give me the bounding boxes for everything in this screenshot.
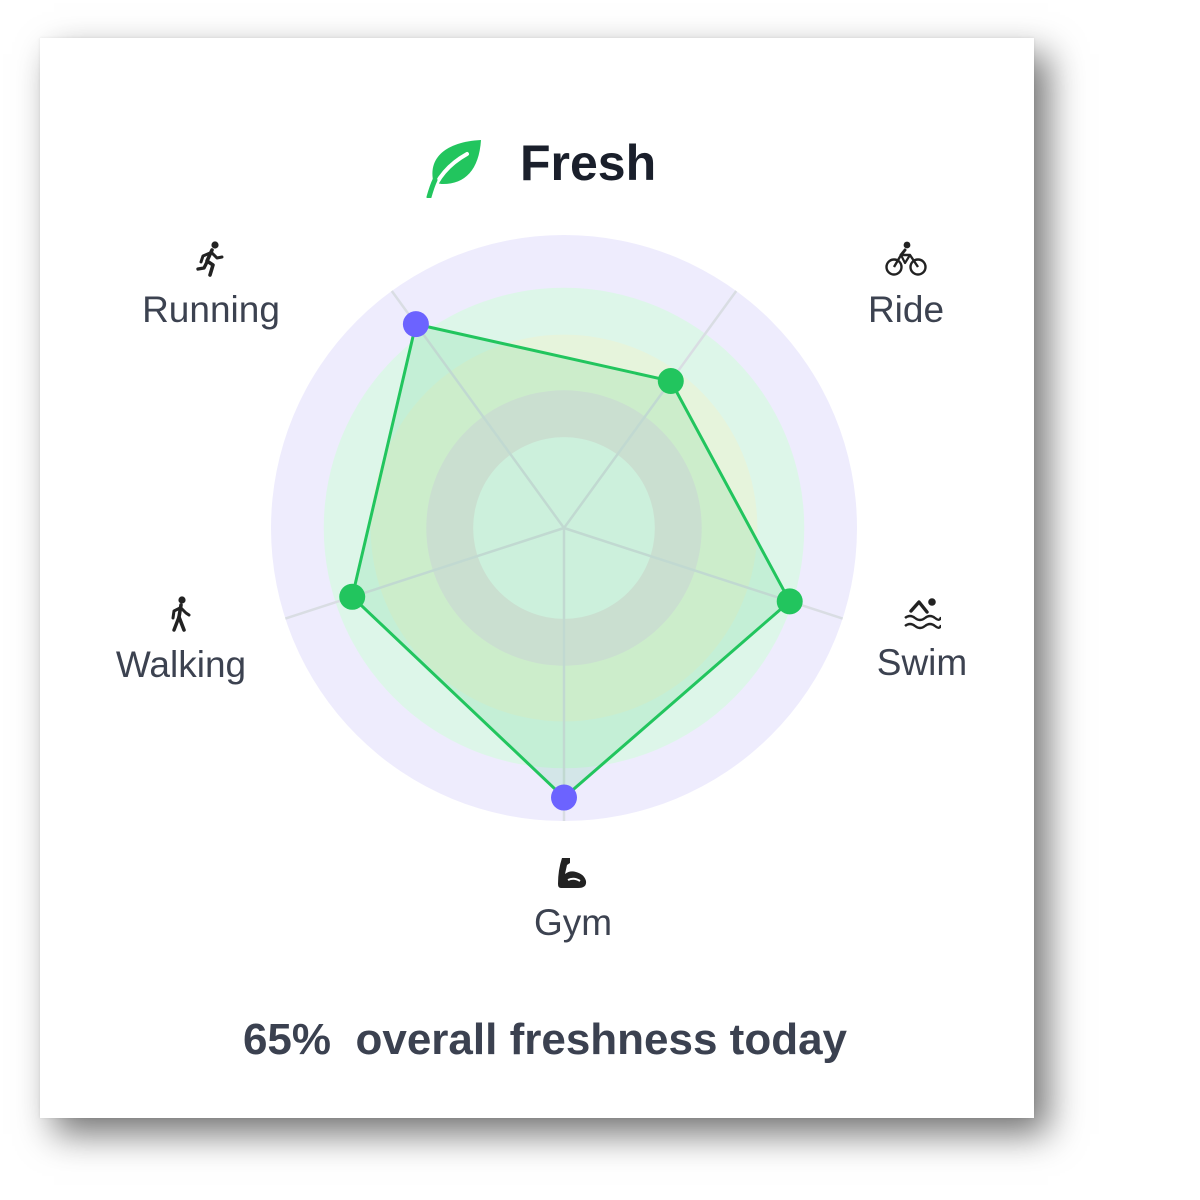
radar-spoke-walking xyxy=(284,526,565,620)
radar-chart xyxy=(271,235,857,821)
radar-point-swim[interactable] xyxy=(776,588,803,615)
axis-label-running: Running xyxy=(101,241,321,328)
page-title: Fresh xyxy=(520,135,657,191)
card-header: Fresh xyxy=(40,130,1034,210)
muscle-icon xyxy=(558,858,587,888)
swimming-icon xyxy=(904,598,941,630)
running-icon xyxy=(196,241,224,277)
radar-point-walking[interactable] xyxy=(339,583,366,610)
freshness-summary: 65% overall freshness today xyxy=(40,1018,1050,1062)
freshness-card: Fresh Running Ride Swim xyxy=(40,38,1034,1118)
axis-label-gym: Gym xyxy=(463,856,683,941)
radar-point-running[interactable] xyxy=(402,311,429,338)
axis-label-ride: Ride xyxy=(796,241,1016,328)
axis-label-walking: Walking xyxy=(71,596,291,683)
radar-point-gym[interactable] xyxy=(551,784,577,811)
walking-icon xyxy=(171,596,191,632)
axis-label-swim: Swim xyxy=(812,596,1032,681)
freshness-summary-text: overall freshness today xyxy=(355,1015,848,1064)
radar-polygon xyxy=(350,322,792,800)
bike-icon xyxy=(885,241,927,276)
radar-spoke-ride xyxy=(562,290,738,529)
leaf-icon xyxy=(426,140,481,198)
radar-point-ride[interactable] xyxy=(657,368,684,395)
freshness-percent: 65% xyxy=(242,1015,332,1064)
